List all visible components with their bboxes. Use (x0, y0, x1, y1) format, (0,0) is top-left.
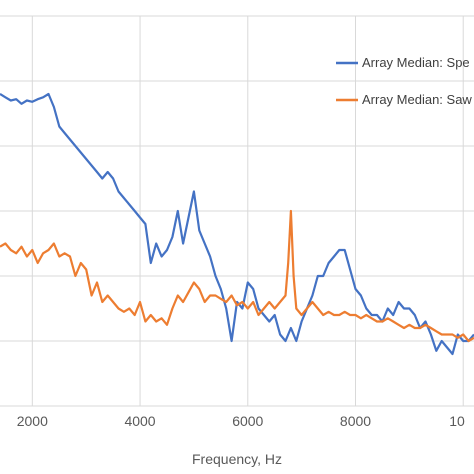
series-lines (0, 92, 474, 356)
legend: Array Median: Spe Array Median: Saw (336, 55, 472, 107)
x-axis-title: Frequency, Hz (192, 451, 282, 467)
x-tick-label: 8000 (340, 413, 371, 429)
series-line-2 (0, 209, 474, 343)
x-tick-label: 2000 (17, 413, 48, 429)
x-tick-labels: 2000 4000 6000 8000 10 (17, 413, 465, 429)
x-tick-label: 6000 (232, 413, 263, 429)
gridlines (0, 15, 474, 407)
series-line-1 (0, 92, 474, 356)
legend-label-series-1: Array Median: Spe (362, 55, 470, 70)
legend-label-series-2: Array Median: Saw (362, 92, 472, 107)
x-tick-label: 4000 (124, 413, 155, 429)
x-tick-label: 10 (449, 413, 465, 429)
